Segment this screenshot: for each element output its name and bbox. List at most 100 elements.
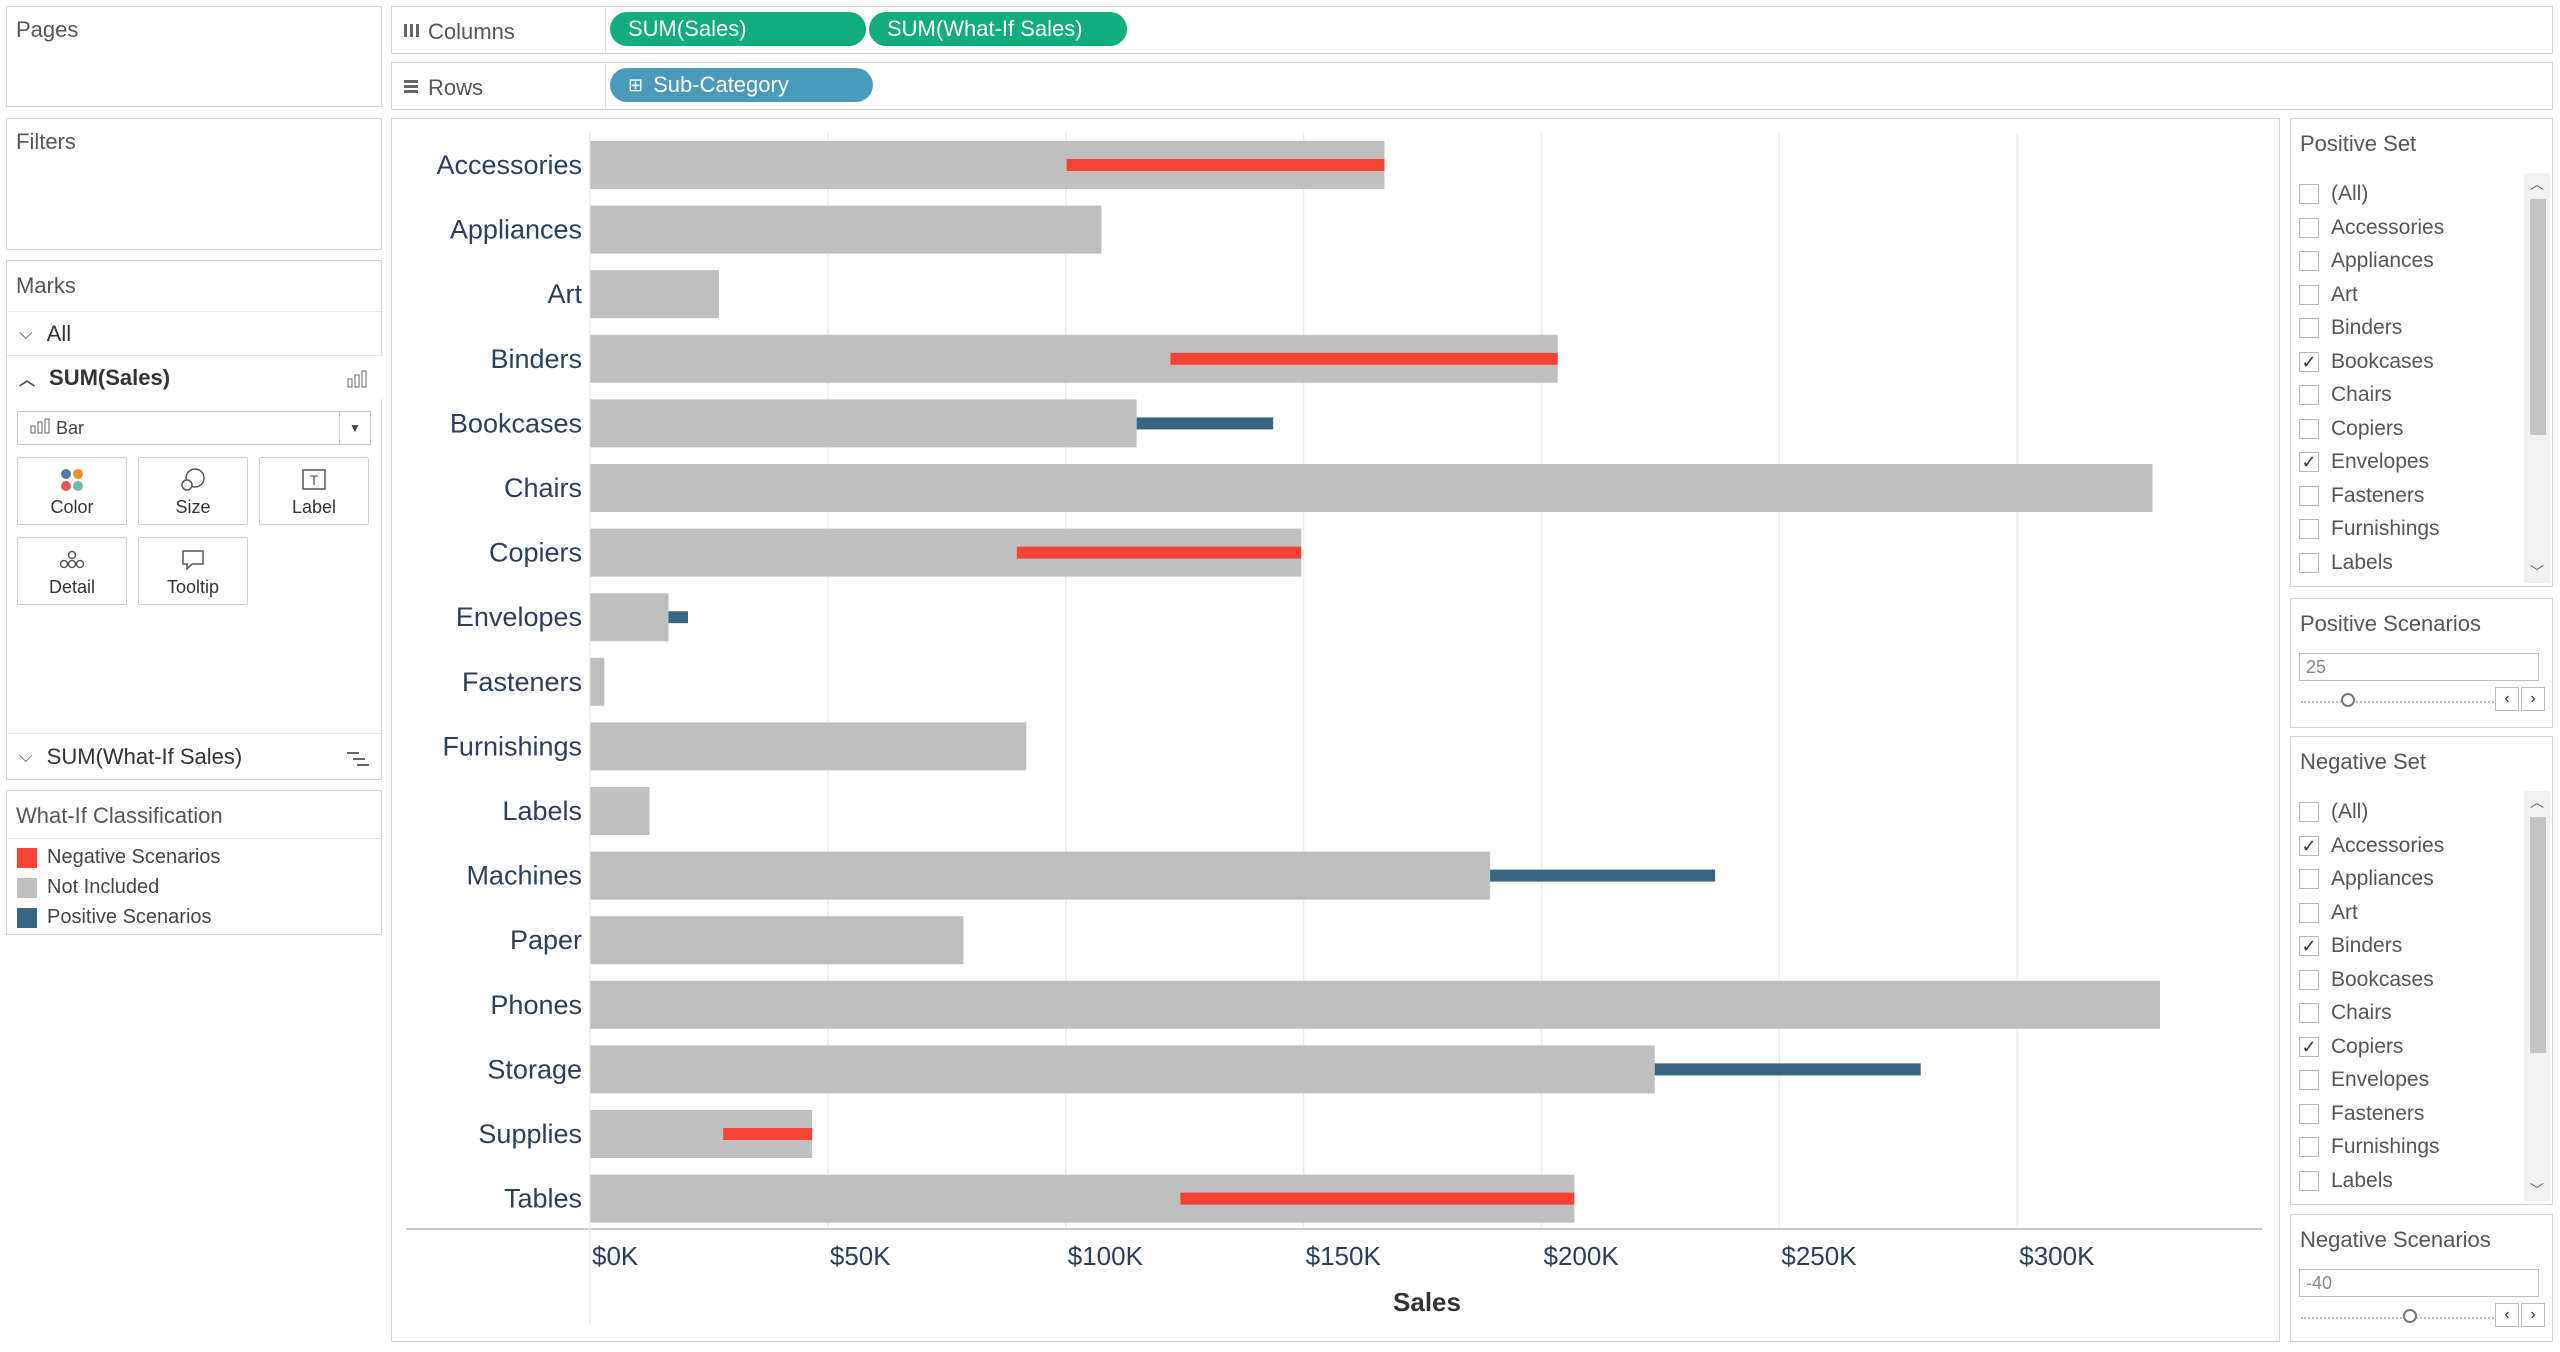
set-item[interactable]: Furnishings [2299,514,2440,544]
set-item[interactable]: ✓ Copiers [2299,1032,2403,1062]
set-item[interactable]: Appliances [2299,246,2434,276]
increment-button[interactable]: › [2521,1303,2545,1327]
rows-pill-sub-category[interactable]: ⊞ Sub-Category [610,68,873,102]
increment-button[interactable]: › [2521,687,2545,711]
checkbox-icon[interactable] [2299,251,2319,271]
columns-pill-sales[interactable]: SUM(Sales) [610,12,866,46]
checkbox-icon[interactable] [2299,802,2319,822]
checkbox-icon[interactable] [2299,969,2319,990]
color-button[interactable]: Color [17,457,127,525]
whatif-bar[interactable] [1136,417,1274,430]
checkbox-checked-icon[interactable]: ✓ [2299,1036,2319,1057]
decrement-button[interactable]: ‹ [2495,687,2519,711]
set-item[interactable]: Binders [2299,313,2402,343]
checkbox-icon[interactable] [2299,869,2319,889]
whatif-bar[interactable] [1180,1192,1575,1205]
sales-bar[interactable] [590,464,2153,512]
set-item[interactable]: Art [2299,280,2358,310]
positive-set-scrollbar[interactable]: ︿ ﹀ [2524,173,2550,583]
set-item[interactable]: Accessories [2299,213,2444,243]
marks-all-row[interactable]: ⌵ All [7,311,383,355]
sales-bar[interactable] [590,980,2160,1029]
set-item[interactable]: Labels [2299,1166,2393,1196]
set-item[interactable]: ✓ Binders [2299,931,2402,961]
whatif-bar[interactable] [1654,1063,1921,1076]
marks-whatif-row[interactable]: ⌵ SUM(What-If Sales) [7,733,383,779]
whatif-bar[interactable] [1016,546,1302,559]
positive-set-list[interactable]: (All) Accessories Appliances Art Binders ✓ Boo… [2291,173,2527,583]
whatif-bar[interactable] [723,1128,813,1140]
checkbox-icon[interactable] [2299,902,2319,923]
checkbox-icon[interactable] [2299,385,2319,405]
checkbox-checked-icon[interactable]: ✓ [2299,835,2319,856]
negative-scenarios-slider[interactable] [2301,1317,2497,1319]
positive-slider-thumb[interactable] [2341,693,2355,707]
whatif-bar[interactable] [1490,869,1716,882]
set-item[interactable]: ✓ Envelopes [2299,447,2429,477]
scroll-down-icon[interactable]: ﹀ [2530,1182,2544,1198]
set-item[interactable]: Bookcases [2299,965,2434,995]
checkbox-icon[interactable] [2299,217,2319,238]
checkbox-icon[interactable] [2299,1103,2319,1124]
set-item[interactable]: Labels [2299,548,2393,578]
positive-scenarios-input[interactable]: 25 [2299,653,2539,681]
sales-bar[interactable] [590,1045,1655,1094]
sales-bar[interactable] [590,787,650,835]
sales-bar[interactable] [590,916,964,965]
set-item[interactable]: Art [2299,898,2358,928]
checkbox-checked-icon[interactable]: ✓ [2299,452,2319,472]
set-item[interactable]: Copiers [2299,414,2403,444]
set-item[interactable]: Fasteners [2299,1099,2424,1129]
checkbox-icon[interactable] [2299,1003,2319,1023]
marks-sales-row[interactable]: ︿ SUM(Sales) [7,355,383,399]
sales-bar[interactable] [590,270,719,319]
checkbox-icon[interactable] [2299,284,2319,305]
sales-bar[interactable] [590,593,669,642]
sales-bar[interactable] [590,722,1027,771]
negative-set-scrollbar[interactable]: ︿ ﹀ [2524,791,2550,1201]
checkbox-icon[interactable] [2299,318,2319,338]
checkbox-icon[interactable] [2299,552,2319,573]
scroll-thumb[interactable] [2530,817,2546,1053]
sales-bar[interactable] [590,399,1137,448]
scroll-up-icon[interactable]: ︿ [2530,794,2544,810]
negative-set-list[interactable]: (All) ✓ Accessories Appliances Art ✓ Binders Bo… [2291,791,2527,1201]
set-item[interactable]: Chairs [2299,998,2392,1028]
set-item[interactable]: Furnishings [2299,1132,2440,1162]
legend-item-negative[interactable]: Negative Scenarios [17,846,220,869]
sales-bar[interactable] [590,205,1102,254]
decrement-button[interactable]: ‹ [2495,1303,2519,1327]
set-item[interactable]: Envelopes [2299,1065,2429,1095]
checkbox-icon[interactable] [2299,1070,2319,1090]
tooltip-button[interactable]: Tooltip [138,537,248,605]
set-item[interactable]: ✓ Accessories [2299,831,2444,861]
label-button[interactable]: T Label [259,457,369,525]
set-item[interactable]: (All) [2299,179,2368,209]
whatif-bar[interactable] [1066,159,1385,171]
detail-button[interactable]: Detail [17,537,127,605]
checkbox-checked-icon[interactable]: ✓ [2299,351,2319,372]
pages-card[interactable]: Pages [6,6,382,107]
checkbox-icon[interactable] [2299,184,2319,204]
scroll-up-icon[interactable]: ︿ [2530,176,2544,192]
columns-shelf[interactable]: Columns SUM(Sales) SUM(What-If Sales) [391,6,2553,54]
set-item[interactable]: Chairs [2299,380,2392,410]
negative-slider-thumb[interactable] [2403,1309,2417,1323]
scroll-down-icon[interactable]: ﹀ [2530,564,2544,580]
legend-item-not-included[interactable]: Not Included [17,876,159,899]
checkbox-checked-icon[interactable]: ✓ [2299,936,2319,956]
set-item[interactable]: ✓ Bookcases [2299,347,2434,377]
checkbox-icon[interactable] [2299,1170,2319,1191]
checkbox-icon[interactable] [2299,418,2319,439]
mark-type-dropdown[interactable]: Bar ▼ [17,411,371,445]
checkbox-icon[interactable] [2299,1137,2319,1157]
checkbox-icon[interactable] [2299,519,2319,539]
sales-bar[interactable] [590,851,1491,900]
scroll-thumb[interactable] [2530,199,2546,435]
checkbox-icon[interactable] [2299,485,2319,506]
positive-scenarios-slider[interactable] [2301,701,2497,703]
size-button[interactable]: Size [138,457,248,525]
legend-item-positive[interactable]: Positive Scenarios [17,906,212,929]
set-item[interactable]: (All) [2299,797,2368,827]
whatif-bar[interactable] [668,611,689,624]
